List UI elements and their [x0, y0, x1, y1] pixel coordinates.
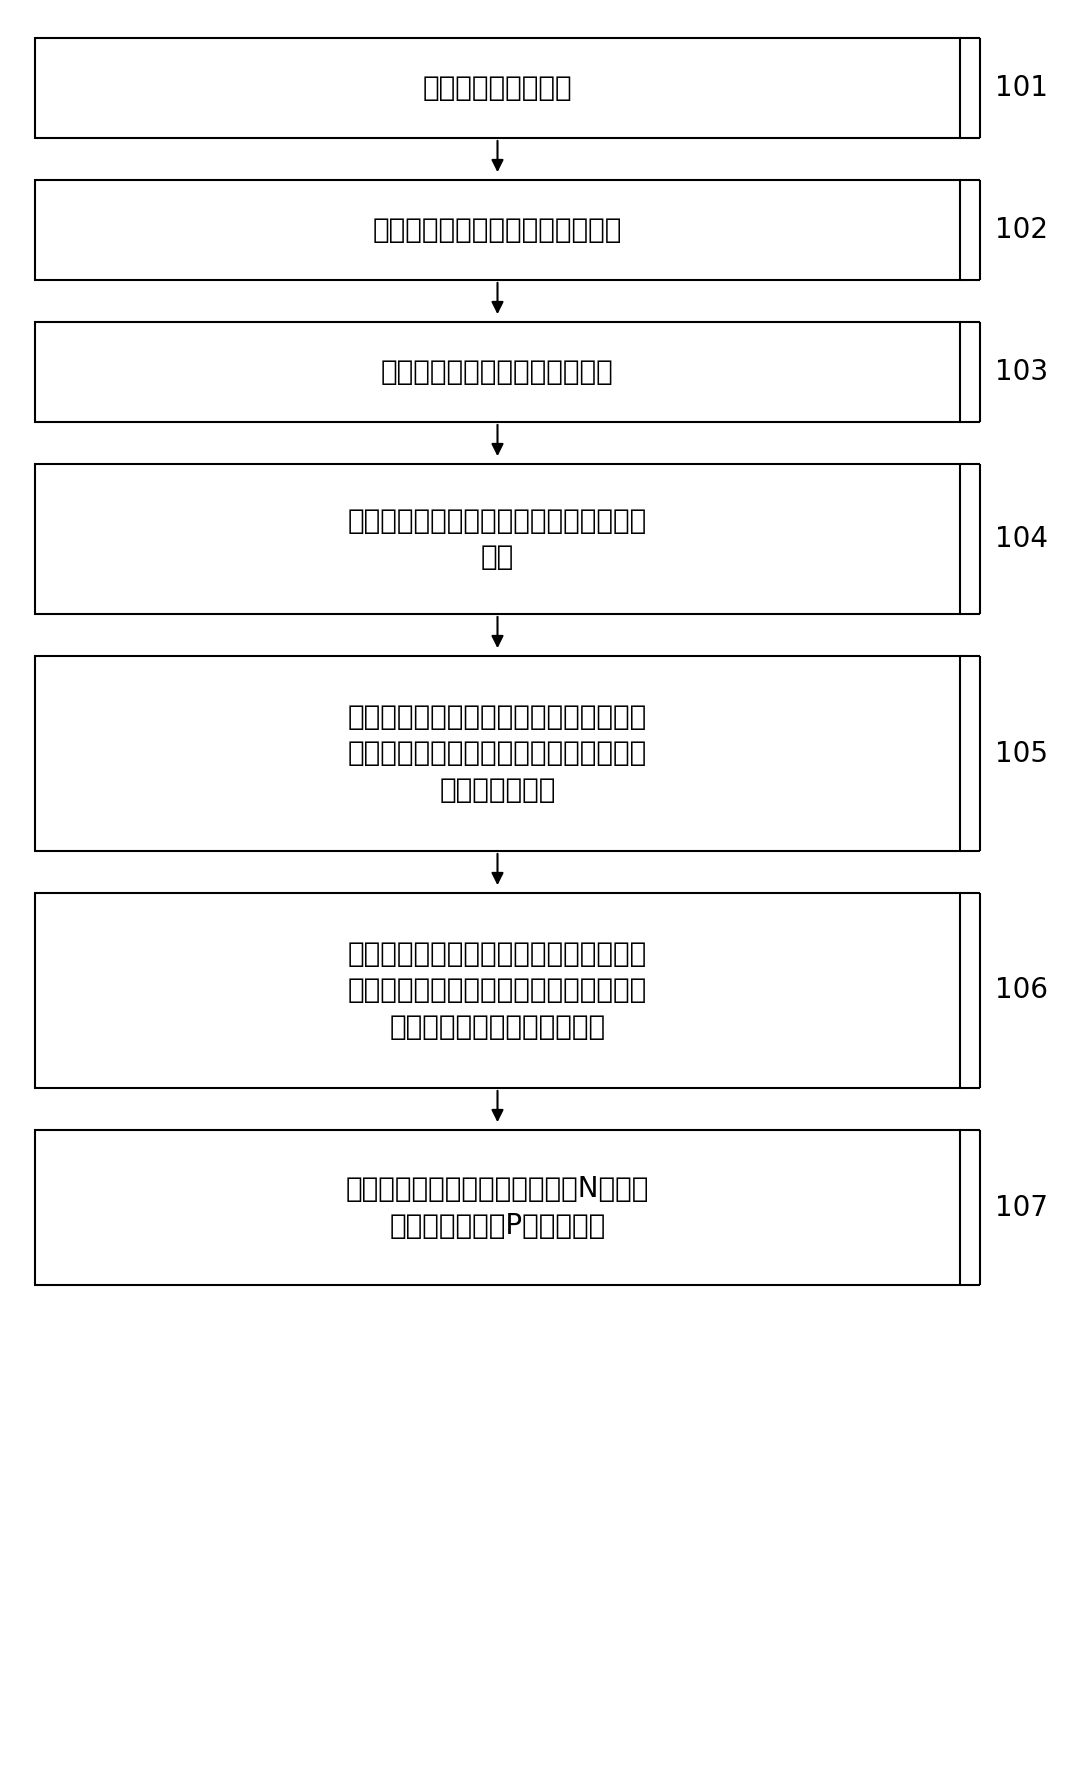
FancyBboxPatch shape: [35, 465, 960, 613]
Text: 101: 101: [995, 73, 1049, 102]
Text: 在第二本征氮化镓层上生长第三本征氮化
镓层，第三本征氮化镓层的生长速率小于
第二本征氮化镓层的生长速率: 在第二本征氮化镓层上生长第三本征氮化 镓层，第三本征氮化镓层的生长速率小于 第二…: [348, 940, 647, 1041]
Text: 106: 106: [995, 976, 1049, 1005]
Text: 105: 105: [995, 740, 1049, 767]
Text: 107: 107: [995, 1194, 1049, 1221]
Text: 102: 102: [995, 216, 1049, 243]
FancyBboxPatch shape: [35, 656, 960, 851]
FancyBboxPatch shape: [35, 38, 960, 138]
Text: 在第一本征氮化镓层上生长第二本征氮化
镓层: 在第一本征氮化镓层上生长第二本征氮化 镓层: [348, 506, 647, 572]
Text: 采用离子轰击第二本征氮化镓层，第二本
征氮化镓层的轰击深度大于第一本征氮化
镓层的轰击深度: 采用离子轰击第二本征氮化镓层，第二本 征氮化镓层的轰击深度大于第一本征氮化 镓层…: [348, 703, 647, 805]
Text: 104: 104: [995, 526, 1049, 552]
FancyBboxPatch shape: [35, 322, 960, 422]
Text: 在第三本征氮化镓层上依次生长N型半导
体层、有源层和P型半导体层: 在第三本征氮化镓层上依次生长N型半导 体层、有源层和P型半导体层: [346, 1175, 649, 1239]
Text: 103: 103: [995, 358, 1049, 386]
FancyBboxPatch shape: [35, 892, 960, 1089]
Text: 在衬底上形成缓冲层: 在衬底上形成缓冲层: [423, 73, 572, 102]
FancyBboxPatch shape: [35, 1130, 960, 1286]
Text: 采用离子轰击第一本征氮化镓层: 采用离子轰击第一本征氮化镓层: [381, 358, 614, 386]
Text: 在缓冲层上生长第一本征氮化镓层: 在缓冲层上生长第一本征氮化镓层: [373, 216, 622, 243]
FancyBboxPatch shape: [35, 181, 960, 281]
